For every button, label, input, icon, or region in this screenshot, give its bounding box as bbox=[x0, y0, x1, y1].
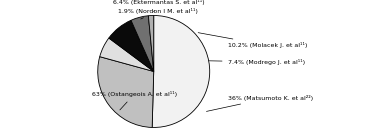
Text: 6.4% (Ektermantas S. et al¹¹): 6.4% (Ektermantas S. et al¹¹) bbox=[113, 0, 204, 12]
Text: 36% (Matsumoto K. et al²²): 36% (Matsumoto K. et al²²) bbox=[207, 95, 313, 111]
Wedge shape bbox=[131, 16, 154, 72]
Text: 1.9% (Nordon I M. et al¹¹): 1.9% (Nordon I M. et al¹¹) bbox=[118, 8, 198, 19]
Wedge shape bbox=[98, 57, 154, 127]
Text: 7.4% (Modrego J. et al¹¹): 7.4% (Modrego J. et al¹¹) bbox=[209, 59, 305, 65]
Wedge shape bbox=[100, 38, 154, 72]
Wedge shape bbox=[152, 15, 210, 127]
Text: 10.2% (Molacek J. et al¹¹): 10.2% (Molacek J. et al¹¹) bbox=[198, 33, 307, 48]
Text: 63% (Ostangeois A. et al¹¹): 63% (Ostangeois A. et al¹¹) bbox=[92, 91, 177, 110]
Wedge shape bbox=[109, 20, 154, 72]
Wedge shape bbox=[148, 15, 154, 72]
